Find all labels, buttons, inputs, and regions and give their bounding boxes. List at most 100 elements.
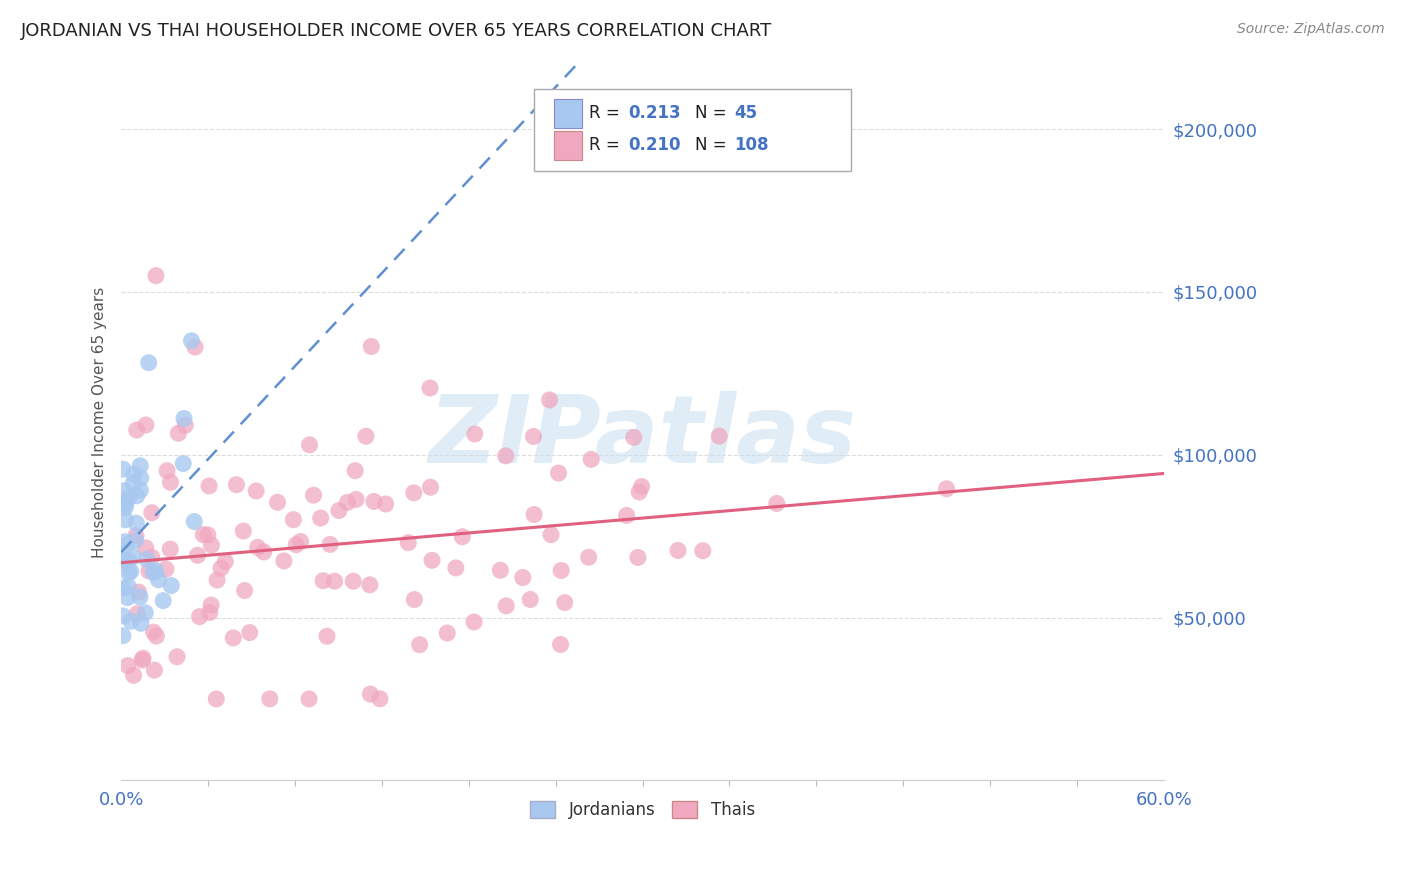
Point bbox=[344, 492, 367, 507]
Point bbox=[232, 524, 254, 538]
Point bbox=[451, 530, 474, 544]
Text: N =: N = bbox=[695, 104, 731, 122]
Point bbox=[112, 483, 135, 498]
Point bbox=[628, 484, 651, 499]
Point bbox=[419, 381, 441, 395]
Point bbox=[184, 340, 207, 354]
Point bbox=[124, 533, 146, 548]
Point bbox=[540, 527, 562, 541]
Point bbox=[273, 554, 295, 568]
Point bbox=[197, 528, 219, 542]
Point bbox=[354, 429, 377, 443]
Point bbox=[143, 663, 166, 677]
Point bbox=[166, 649, 188, 664]
Legend: Jordanians, Thais: Jordanians, Thais bbox=[524, 794, 762, 826]
Point bbox=[323, 574, 346, 589]
Text: ZIPatlas: ZIPatlas bbox=[429, 391, 856, 483]
Point bbox=[135, 541, 157, 555]
Point bbox=[359, 578, 381, 592]
Point bbox=[200, 538, 222, 552]
Point bbox=[298, 438, 321, 452]
Point bbox=[129, 458, 152, 473]
Point bbox=[245, 483, 267, 498]
Point bbox=[363, 494, 385, 508]
Point bbox=[187, 549, 209, 563]
Point bbox=[396, 535, 419, 549]
Point bbox=[114, 496, 136, 510]
Point bbox=[359, 687, 381, 701]
Point bbox=[115, 538, 138, 552]
Point bbox=[145, 629, 167, 643]
Point bbox=[152, 593, 174, 607]
Point bbox=[141, 550, 163, 565]
Point bbox=[118, 566, 141, 580]
Point bbox=[290, 534, 312, 549]
Point bbox=[627, 550, 650, 565]
Point bbox=[578, 550, 600, 565]
Point bbox=[159, 542, 181, 557]
Text: R =: R = bbox=[589, 104, 626, 122]
Point bbox=[630, 479, 652, 493]
Point bbox=[692, 543, 714, 558]
Point bbox=[547, 466, 569, 480]
Point bbox=[156, 464, 179, 478]
Y-axis label: Householder Income Over 65 years: Householder Income Over 65 years bbox=[93, 286, 107, 558]
Point bbox=[550, 637, 572, 651]
Point bbox=[935, 482, 957, 496]
Point bbox=[128, 585, 150, 599]
Point bbox=[222, 631, 245, 645]
Point bbox=[495, 599, 517, 613]
Point bbox=[464, 427, 486, 442]
Point bbox=[142, 625, 165, 640]
Point bbox=[342, 574, 364, 589]
Point bbox=[173, 411, 195, 425]
Point bbox=[402, 486, 425, 500]
Point bbox=[183, 515, 205, 529]
Point bbox=[312, 574, 335, 588]
Point bbox=[188, 609, 211, 624]
Point bbox=[129, 616, 152, 631]
Point bbox=[495, 449, 517, 463]
Text: 45: 45 bbox=[734, 104, 756, 122]
Point bbox=[125, 423, 148, 437]
Point bbox=[512, 571, 534, 585]
Point bbox=[283, 513, 305, 527]
Point bbox=[145, 268, 167, 283]
Point bbox=[115, 497, 138, 511]
Point bbox=[765, 496, 787, 510]
Point bbox=[114, 513, 136, 527]
Point bbox=[112, 553, 135, 567]
Point bbox=[709, 429, 731, 443]
Point bbox=[117, 591, 139, 605]
Point bbox=[239, 625, 262, 640]
Point bbox=[125, 516, 148, 531]
Point bbox=[205, 692, 228, 706]
Point bbox=[117, 553, 139, 567]
Point bbox=[225, 477, 247, 491]
Point bbox=[198, 606, 221, 620]
Point bbox=[200, 598, 222, 612]
Text: JORDANIAN VS THAI HOUSEHOLDER INCOME OVER 65 YEARS CORRELATION CHART: JORDANIAN VS THAI HOUSEHOLDER INCOME OVE… bbox=[21, 22, 772, 40]
Text: 108: 108 bbox=[734, 136, 769, 154]
Point bbox=[129, 590, 152, 604]
Point bbox=[579, 452, 602, 467]
Point bbox=[135, 417, 157, 432]
Point bbox=[523, 508, 546, 522]
Point bbox=[111, 462, 134, 476]
Point bbox=[368, 691, 391, 706]
Point bbox=[436, 626, 458, 640]
Point bbox=[360, 339, 382, 353]
Point bbox=[114, 494, 136, 508]
Point bbox=[302, 488, 325, 502]
Point bbox=[111, 609, 134, 624]
Point bbox=[205, 573, 228, 587]
Point bbox=[141, 506, 163, 520]
Point bbox=[336, 495, 359, 509]
Point bbox=[193, 527, 215, 541]
Point bbox=[125, 489, 148, 503]
Point bbox=[404, 592, 426, 607]
Point bbox=[132, 651, 155, 665]
Point bbox=[172, 457, 194, 471]
Point bbox=[463, 615, 485, 629]
Point bbox=[167, 426, 190, 441]
